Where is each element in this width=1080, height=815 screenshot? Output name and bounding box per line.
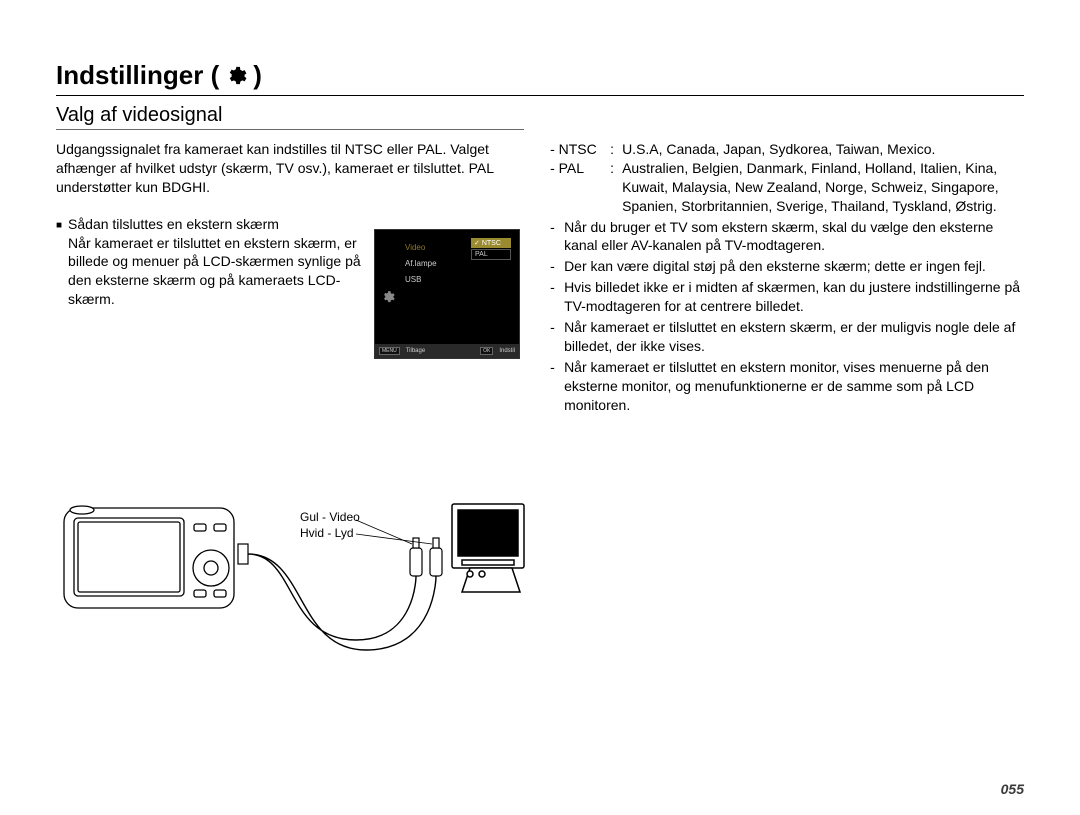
pal-label: - PAL xyxy=(550,159,606,216)
colon: : xyxy=(610,159,618,216)
connect-body: Når kameraet er tilsluttet en ekstern sk… xyxy=(68,234,378,310)
intro-text: Udgangssignalet fra kameraet kan indstil… xyxy=(56,140,520,197)
page-title: Indstillinger ( xyxy=(56,60,219,91)
colon: : xyxy=(610,140,618,159)
lcd-item-aflampe: Af.lampe xyxy=(405,256,437,272)
gear-icon xyxy=(381,290,395,306)
lcd-item-video: Video xyxy=(405,240,437,256)
lcd-item-usb: USB xyxy=(405,272,437,288)
subheading: Valg af videosignal xyxy=(56,104,524,130)
lcd-opt-ntsc: ✓ NTSC xyxy=(471,238,511,248)
dash-icon: - xyxy=(550,358,560,415)
dash-icon: - xyxy=(550,218,560,256)
pal-text: Australien, Belgien, Danmark, Finland, H… xyxy=(622,159,1024,216)
cable-labels: Gul - Video Hvid - Lyd xyxy=(300,510,360,541)
gear-icon xyxy=(225,65,247,87)
note-4: Når kameraet er tilsluttet en ekstern mo… xyxy=(564,358,1024,415)
label-yellow-video: Gul - Video xyxy=(300,510,360,526)
page-number: 055 xyxy=(1001,781,1024,797)
note-1: Der kan være digital støj på den ekstern… xyxy=(564,257,986,276)
lcd-key-menu: MENU xyxy=(379,347,400,355)
note-2: Hvis billedet ikke er i midten af skærme… xyxy=(564,278,1024,316)
lcd-menu-screenshot: Video Af.lampe USB ✓ NTSC PAL MENU Tilba… xyxy=(374,229,520,359)
lcd-key-ok: OK xyxy=(480,347,493,355)
bullet-square-icon: ■ xyxy=(56,215,62,309)
label-white-audio: Hvid - Lyd xyxy=(300,526,360,542)
ntsc-label: - NTSC xyxy=(550,140,606,159)
connection-diagram xyxy=(56,490,526,660)
connect-heading: Sådan tilsluttes en ekstern skærm xyxy=(68,215,378,234)
page-title-close: ) xyxy=(253,60,262,91)
note-0: Når du bruger et TV som ekstern skærm, s… xyxy=(564,218,1024,256)
ntsc-text: U.S.A, Canada, Japan, Sydkorea, Taiwan, … xyxy=(622,140,1024,159)
dash-icon: - xyxy=(550,278,560,316)
dash-icon: - xyxy=(550,318,560,356)
note-3: Når kameraet er tilsluttet en ekstern sk… xyxy=(564,318,1024,356)
page-title-row: Indstillinger ( ) xyxy=(56,60,1024,96)
dash-icon: - xyxy=(550,257,560,276)
lcd-opt-pal: PAL xyxy=(471,249,511,260)
lcd-ok-label: Indstil xyxy=(499,348,515,354)
lcd-back-label: Tilbage xyxy=(406,348,425,354)
